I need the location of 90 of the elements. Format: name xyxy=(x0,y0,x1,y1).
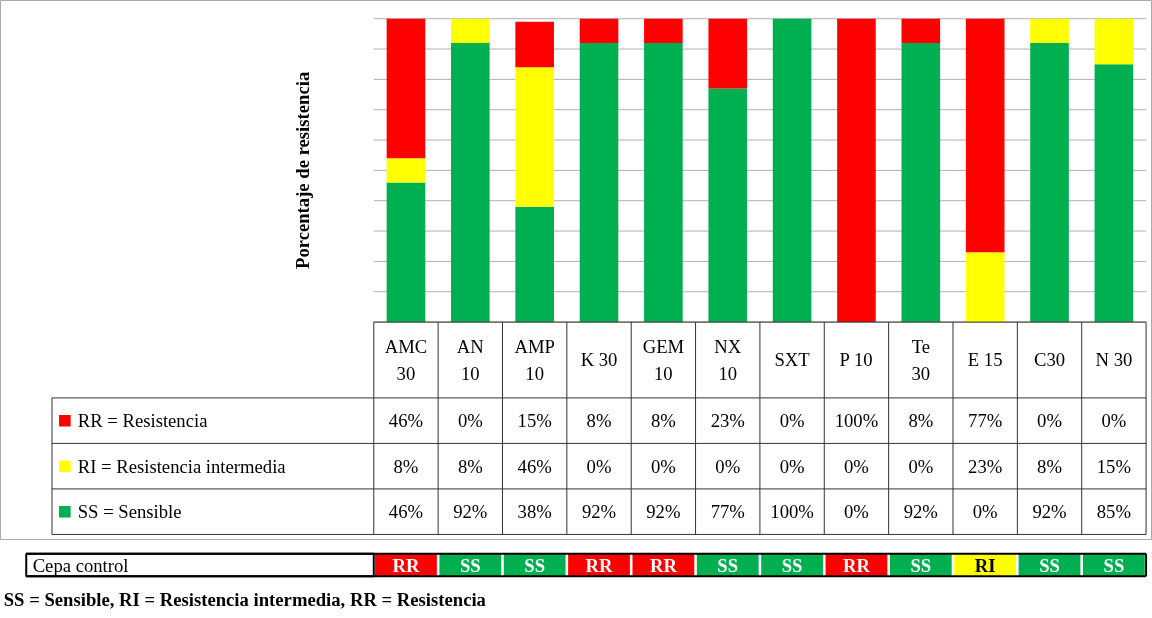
bar xyxy=(1094,64,1134,323)
bar xyxy=(451,42,490,323)
data-label: 92% xyxy=(1032,501,1067,523)
bar xyxy=(515,21,554,68)
bar xyxy=(644,18,683,43)
text: RR xyxy=(585,554,613,576)
data-label: 77% xyxy=(968,410,1003,432)
data-label: 15% xyxy=(517,410,552,432)
data-label: 0% xyxy=(908,455,934,477)
bar xyxy=(579,42,619,323)
data-label: 92% xyxy=(903,501,938,523)
bar xyxy=(515,67,554,207)
bar xyxy=(386,158,426,183)
bar xyxy=(708,88,748,323)
data-label: 85% xyxy=(1096,501,1131,523)
data-label: 0% xyxy=(1101,410,1127,432)
bar xyxy=(515,206,554,323)
data-label: 0% xyxy=(844,501,869,523)
data-label: 0% xyxy=(650,455,676,477)
data-label: 15% xyxy=(1096,455,1131,477)
bar xyxy=(1030,42,1069,323)
x-tick-label: P 10 xyxy=(839,349,873,371)
legend-label: SS = Sensible xyxy=(77,501,182,523)
text: RR xyxy=(649,554,677,576)
data-label: 77% xyxy=(710,501,745,523)
legend-label: RR = Resistencia xyxy=(77,410,209,432)
data-label: 0% xyxy=(972,501,998,523)
data-label: 46% xyxy=(388,410,424,432)
data-label: 0% xyxy=(779,455,805,477)
y-axis-title: Porcentaje de resistencia xyxy=(292,71,314,269)
bar xyxy=(901,42,941,323)
data-label: 46% xyxy=(388,501,424,523)
data-label: 0% xyxy=(844,455,869,477)
data-label: 100% xyxy=(834,410,879,432)
bar xyxy=(386,182,426,323)
data-label: 8% xyxy=(393,455,419,477)
data-label: 23% xyxy=(710,410,745,432)
data-label: 0% xyxy=(586,455,612,477)
text: SS xyxy=(910,554,932,576)
text: SS = Sensible, RI = Resistencia intermedia, RR = Resistencia xyxy=(3,589,487,611)
text: SS xyxy=(781,554,803,576)
bar xyxy=(1094,18,1134,65)
bar xyxy=(965,18,1005,253)
x-tick-label: Te 30 xyxy=(911,335,931,385)
data-label: 8% xyxy=(586,410,612,432)
x-tick-label: SXT xyxy=(774,349,811,371)
data-label: 0% xyxy=(715,455,741,477)
x-tick-label: NX 10 xyxy=(714,335,742,385)
data-label: 0% xyxy=(779,410,805,432)
text: SS xyxy=(524,554,546,576)
bar xyxy=(708,18,748,89)
data-label: 92% xyxy=(646,501,681,523)
data-label: 8% xyxy=(1037,455,1062,477)
x-tick-label: GEM 10 xyxy=(642,335,685,385)
data-label: 92% xyxy=(453,501,488,523)
x-tick-label: C30 xyxy=(1033,349,1066,371)
data-label: 46% xyxy=(517,455,552,477)
data-label: 100% xyxy=(770,501,814,523)
x-tick-label: AMP 10 xyxy=(514,335,555,385)
data-label: 8% xyxy=(457,455,483,477)
data-label: 0% xyxy=(457,410,483,432)
data-label: 38% xyxy=(517,501,552,523)
bar xyxy=(644,42,683,323)
text: SS xyxy=(717,554,739,576)
text: SS xyxy=(459,554,481,576)
data-label: 0% xyxy=(1037,410,1062,432)
text: RR xyxy=(842,554,870,576)
bar xyxy=(772,18,812,323)
text: SS xyxy=(1103,554,1125,576)
text: SS xyxy=(1039,554,1060,576)
bar xyxy=(1030,18,1069,43)
data-label: 8% xyxy=(908,410,934,432)
x-tick-label: AN 10 xyxy=(456,335,485,385)
data-label: 8% xyxy=(650,410,676,432)
bar xyxy=(901,18,941,43)
data-label: 23% xyxy=(968,455,1003,477)
bar xyxy=(386,18,426,159)
text: RR xyxy=(392,554,420,576)
legend-label: RI = Resistencia intermedia xyxy=(77,455,287,477)
bar xyxy=(965,252,1005,323)
x-tick-label: K 30 xyxy=(580,349,618,371)
category-label: Cepa control xyxy=(32,554,129,576)
x-tick-label: AMC 30 xyxy=(384,335,428,385)
bar xyxy=(451,18,490,43)
x-tick-label: E 15 xyxy=(967,349,1003,371)
text: RI xyxy=(974,554,996,576)
bar xyxy=(837,18,876,323)
x-tick-label: N 30 xyxy=(1095,349,1133,371)
data-label: 92% xyxy=(581,501,617,523)
bar xyxy=(579,18,619,43)
